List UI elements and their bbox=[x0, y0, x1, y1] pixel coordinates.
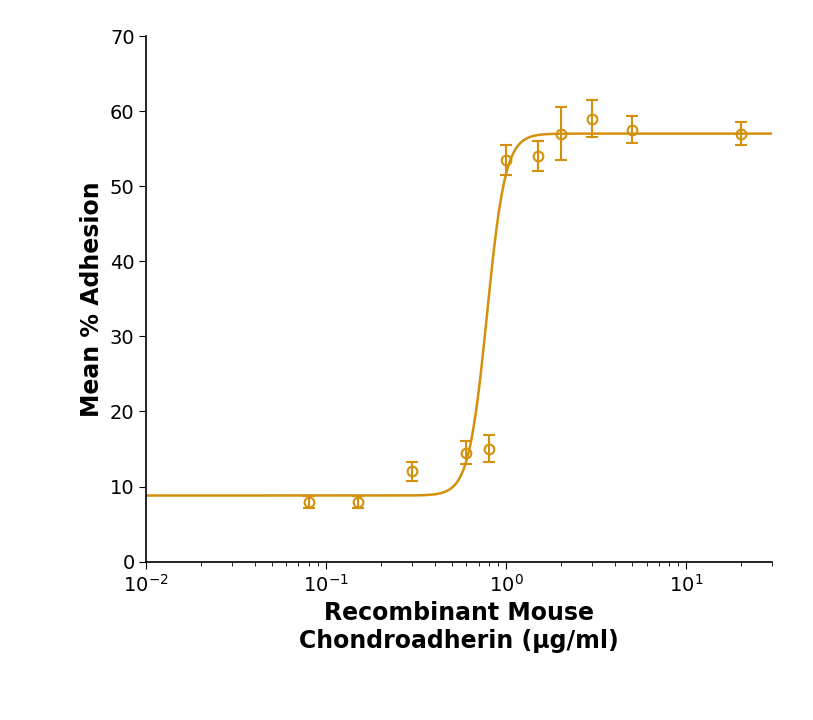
Y-axis label: Mean % Adhesion: Mean % Adhesion bbox=[80, 181, 104, 417]
X-axis label: Recombinant Mouse
Chondroadherin (μg/ml): Recombinant Mouse Chondroadherin (μg/ml) bbox=[299, 601, 620, 652]
